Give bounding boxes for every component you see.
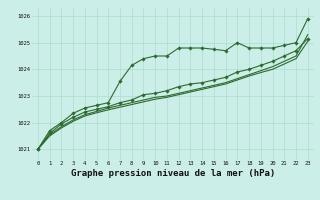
X-axis label: Graphe pression niveau de la mer (hPa): Graphe pression niveau de la mer (hPa)	[71, 169, 275, 178]
